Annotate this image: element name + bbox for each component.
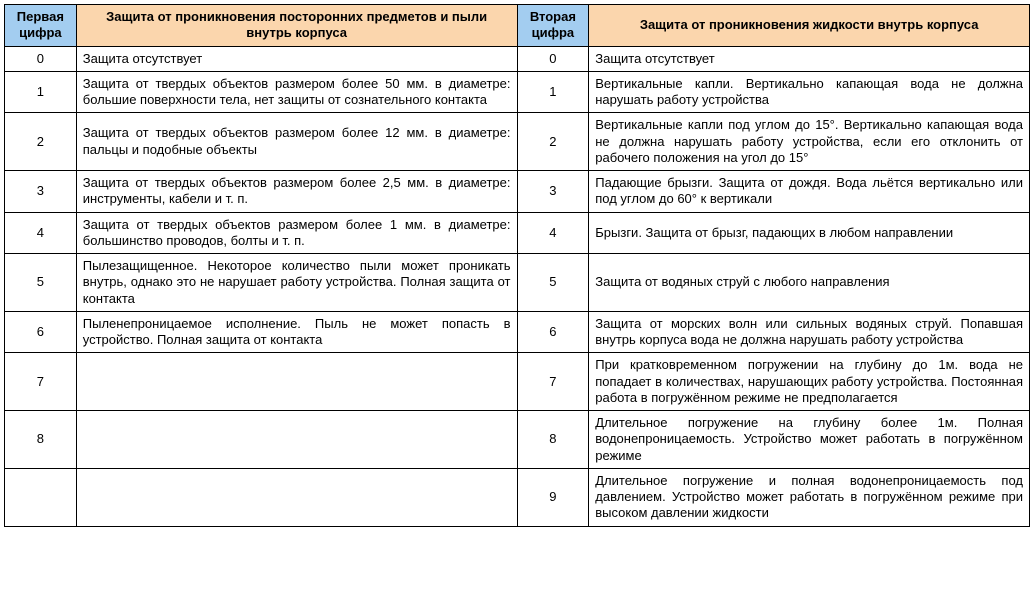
table-row: 4 Защита от твердых объектов размером бо… (5, 212, 1030, 254)
liquid-desc-cell: Защита от морских волн или сильных водян… (589, 311, 1030, 353)
table-row: 3 Защита от твердых объектов размером бо… (5, 171, 1030, 213)
second-digit-cell: 9 (517, 468, 589, 526)
header-liquid-protection: Защита от проникновения жидкости внутрь … (589, 5, 1030, 47)
liquid-desc-cell: Длительное погружение на глубину более 1… (589, 411, 1030, 469)
first-digit-cell: 3 (5, 171, 77, 213)
second-digit-cell: 4 (517, 212, 589, 254)
table-row: 1 Защита от твердых объектов размером бо… (5, 71, 1030, 113)
first-digit-cell: 2 (5, 113, 77, 171)
solid-desc-cell: Защита от твердых объектов размером боле… (76, 113, 517, 171)
liquid-desc-cell: Защита отсутствует (589, 46, 1030, 71)
table-row: 5 Пылезащищенное. Некоторое количество п… (5, 254, 1030, 312)
ip-rating-table: Первая цифра Защита от проникновения пос… (4, 4, 1030, 527)
second-digit-cell: 6 (517, 311, 589, 353)
header-solid-protection: Защита от проникновения посторонних пред… (76, 5, 517, 47)
second-digit-cell: 7 (517, 353, 589, 411)
solid-desc-cell: Защита от твердых объектов размером боле… (76, 171, 517, 213)
second-digit-cell: 2 (517, 113, 589, 171)
second-digit-cell: 8 (517, 411, 589, 469)
liquid-desc-cell: Брызги. Защита от брызг, падающих в любо… (589, 212, 1030, 254)
first-digit-cell: 4 (5, 212, 77, 254)
first-digit-cell: 1 (5, 71, 77, 113)
second-digit-cell: 5 (517, 254, 589, 312)
header-second-digit: Вторая цифра (517, 5, 589, 47)
first-digit-cell: 7 (5, 353, 77, 411)
second-digit-cell: 1 (517, 71, 589, 113)
solid-desc-cell: Защита отсутствует (76, 46, 517, 71)
second-digit-cell: 3 (517, 171, 589, 213)
solid-desc-cell (76, 353, 517, 411)
first-digit-cell: 8 (5, 411, 77, 469)
table-row: 8 8 Длительное погружение на глубину бол… (5, 411, 1030, 469)
solid-desc-cell: Защита от твердых объектов размером боле… (76, 71, 517, 113)
first-digit-cell (5, 468, 77, 526)
solid-desc-cell (76, 468, 517, 526)
table-row: 0 Защита отсутствует 0 Защита отсутствуе… (5, 46, 1030, 71)
liquid-desc-cell: При кратковременном погружении на глубин… (589, 353, 1030, 411)
table-header-row: Первая цифра Защита от проникновения пос… (5, 5, 1030, 47)
liquid-desc-cell: Защита от водяных струй с любого направл… (589, 254, 1030, 312)
table-body: 0 Защита отсутствует 0 Защита отсутствуе… (5, 46, 1030, 526)
table-row: 9 Длительное погружение и полная водонеп… (5, 468, 1030, 526)
table-row: 7 7 При кратковременном погружении на гл… (5, 353, 1030, 411)
solid-desc-cell: Пыленепроницаемое исполнение. Пыль не мо… (76, 311, 517, 353)
liquid-desc-cell: Длительное погружение и полная водонепро… (589, 468, 1030, 526)
first-digit-cell: 0 (5, 46, 77, 71)
liquid-desc-cell: Вертикальные капли под углом до 15°. Вер… (589, 113, 1030, 171)
first-digit-cell: 5 (5, 254, 77, 312)
header-first-digit: Первая цифра (5, 5, 77, 47)
first-digit-cell: 6 (5, 311, 77, 353)
table-row: 2 Защита от твердых объектов размером бо… (5, 113, 1030, 171)
liquid-desc-cell: Вертикальные капли. Вертикально капающая… (589, 71, 1030, 113)
solid-desc-cell: Защита от твердых объектов размером боле… (76, 212, 517, 254)
table-row: 6 Пыленепроницаемое исполнение. Пыль не … (5, 311, 1030, 353)
solid-desc-cell: Пылезащищенное. Некоторое количество пыл… (76, 254, 517, 312)
solid-desc-cell (76, 411, 517, 469)
second-digit-cell: 0 (517, 46, 589, 71)
liquid-desc-cell: Падающие брызги. Защита от дождя. Вода л… (589, 171, 1030, 213)
